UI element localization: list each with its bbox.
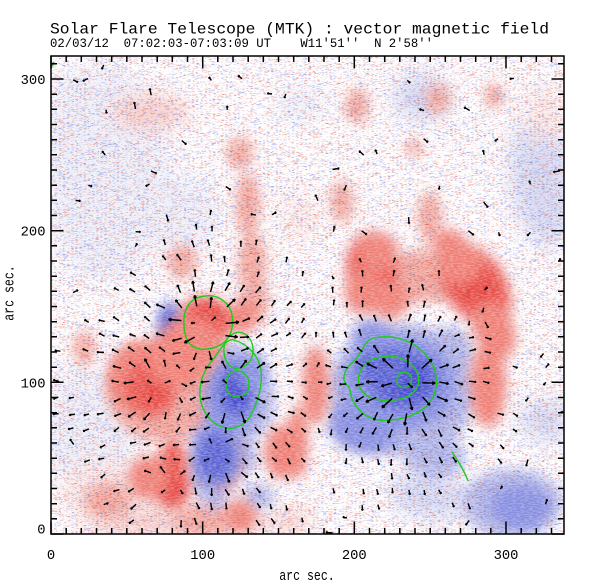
svg-text:200: 200 — [342, 549, 367, 564]
svg-text:Solar Flare Telescope (MTK) :: Solar Flare Telescope (MTK) : vector mag… — [50, 21, 549, 39]
svg-text:300: 300 — [21, 74, 46, 89]
svg-text:arc sec.: arc sec. — [3, 265, 19, 321]
svg-text:02/03/12 07:02:03-07:03:09 UT: 02/03/12 07:02:03-07:03:09 UT W11'51'' N… — [50, 36, 433, 51]
svg-text:100: 100 — [190, 549, 215, 564]
svg-text:arc sec.: arc sec. — [279, 569, 335, 585]
svg-text:200: 200 — [21, 226, 46, 241]
svg-text:0: 0 — [37, 524, 45, 539]
svg-text:100: 100 — [21, 377, 46, 392]
svg-text:300: 300 — [494, 549, 519, 564]
svg-text:0: 0 — [47, 549, 55, 564]
